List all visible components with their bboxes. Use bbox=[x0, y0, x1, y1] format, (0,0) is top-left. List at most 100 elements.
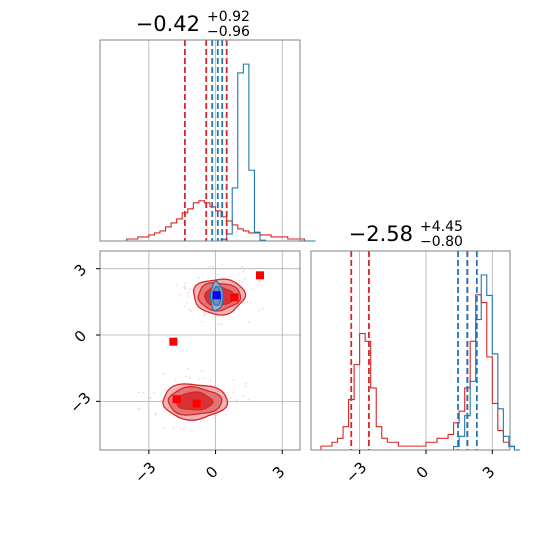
marker-red bbox=[256, 271, 264, 280]
scatter-point bbox=[202, 314, 205, 317]
title-1-sub: −0.96 bbox=[207, 24, 250, 40]
scatter-point bbox=[247, 398, 250, 401]
scatter-point bbox=[241, 281, 244, 283]
scatter-point bbox=[154, 413, 157, 416]
scatter-point bbox=[251, 288, 254, 291]
y-tick-label: 3 bbox=[71, 260, 90, 279]
histogram-panel-param-2: −3 0 3 bbox=[310, 250, 520, 487]
scatter-point bbox=[259, 279, 261, 282]
panel-frame bbox=[99, 39, 301, 242]
scatter-point bbox=[200, 369, 203, 372]
scatter-point bbox=[225, 413, 228, 416]
scatter-point bbox=[179, 293, 182, 296]
scatter-point bbox=[153, 391, 156, 394]
scatter-point bbox=[209, 379, 212, 382]
scatter-point bbox=[188, 377, 191, 379]
scatter-point bbox=[176, 283, 179, 286]
scatter-point bbox=[174, 379, 177, 382]
marker-red bbox=[172, 395, 181, 404]
scatter-point bbox=[179, 428, 182, 431]
scatter-point bbox=[183, 427, 185, 430]
title-param-2: −2.58 +4.45 −0.80 bbox=[349, 219, 463, 250]
title-1-main: −0.42 bbox=[136, 12, 200, 36]
marker-red bbox=[169, 337, 178, 346]
scatter-point bbox=[200, 320, 203, 323]
scatter-point bbox=[138, 391, 140, 394]
x-tick-label: 3 bbox=[479, 463, 498, 482]
marker-red bbox=[230, 293, 239, 302]
scatter-point bbox=[213, 417, 216, 419]
panel-frame bbox=[99, 250, 301, 451]
scatter-point bbox=[184, 282, 187, 285]
scatter-point bbox=[187, 291, 190, 294]
title-param-1: −0.42 +0.92 −0.96 bbox=[136, 9, 250, 40]
scatter-point bbox=[187, 367, 190, 370]
scatter-point bbox=[242, 395, 245, 398]
scatter-point bbox=[221, 263, 224, 266]
scatter-point bbox=[159, 399, 162, 402]
histogram-red bbox=[315, 294, 520, 451]
y-tick-label: 0 bbox=[71, 327, 90, 346]
panel-background bbox=[100, 40, 300, 241]
scatter-point bbox=[202, 311, 205, 314]
scatter-point bbox=[172, 427, 175, 430]
marker-blue bbox=[212, 291, 221, 300]
histogram-red bbox=[115, 200, 316, 242]
scatter-point bbox=[241, 266, 243, 268]
scatter-point bbox=[184, 287, 186, 290]
scatter-point bbox=[187, 295, 189, 298]
title-2-sub: −0.80 bbox=[420, 234, 463, 250]
scatter-point bbox=[183, 285, 186, 288]
scatter-point bbox=[258, 309, 261, 312]
x-tick-label: −3 bbox=[342, 458, 370, 486]
scatter-panel-joint: −3 0 3 −3 0 3 bbox=[66, 250, 301, 487]
scatter-point bbox=[232, 379, 235, 381]
title-2-sup: +4.45 bbox=[420, 219, 463, 235]
panel-background bbox=[311, 251, 510, 450]
scatter-point bbox=[220, 323, 223, 326]
scatter-point bbox=[186, 302, 189, 304]
x-tick-label: 0 bbox=[413, 463, 432, 482]
scatter-point bbox=[229, 397, 232, 400]
scatter-point bbox=[243, 278, 246, 281]
marker-red bbox=[192, 399, 201, 408]
scatter-point bbox=[217, 323, 220, 326]
panel-background bbox=[100, 251, 300, 450]
panel-frame bbox=[310, 250, 511, 451]
title-2-main: −2.58 bbox=[349, 222, 413, 246]
scatter-point bbox=[242, 270, 245, 273]
scatter-point bbox=[188, 288, 191, 291]
scatter-point bbox=[249, 301, 252, 304]
scatter-point bbox=[149, 397, 152, 399]
y-tick-label: −3 bbox=[66, 389, 94, 417]
scatter-point bbox=[168, 413, 171, 416]
scatter-point bbox=[238, 279, 240, 282]
scatter-point bbox=[188, 308, 191, 311]
scatter-point bbox=[245, 382, 247, 385]
scatter-point bbox=[248, 321, 250, 323]
scatter-point bbox=[142, 391, 145, 394]
scatter-point bbox=[202, 419, 205, 422]
scatter-point bbox=[244, 385, 247, 388]
scatter-point bbox=[184, 375, 187, 378]
scatter-point bbox=[246, 301, 249, 303]
scatter-point bbox=[197, 276, 200, 279]
scatter-point bbox=[215, 274, 218, 276]
scatter-point bbox=[208, 266, 211, 268]
scatter-point bbox=[164, 389, 167, 392]
scatter-point bbox=[162, 427, 165, 429]
title-1-sup: +0.92 bbox=[207, 9, 250, 25]
x-tick-label: 0 bbox=[202, 463, 221, 482]
scatter-point bbox=[136, 408, 139, 411]
scatter-point bbox=[236, 399, 238, 402]
x-tick-label: 3 bbox=[269, 463, 288, 482]
scatter-point bbox=[203, 377, 205, 379]
scatter-point bbox=[138, 407, 141, 410]
scatter-point bbox=[212, 265, 215, 268]
scatter-point bbox=[262, 307, 265, 310]
x-tick-label: −3 bbox=[131, 458, 159, 486]
scatter-point bbox=[232, 391, 235, 394]
scatter-point bbox=[204, 313, 207, 316]
scatter-point bbox=[198, 378, 201, 381]
